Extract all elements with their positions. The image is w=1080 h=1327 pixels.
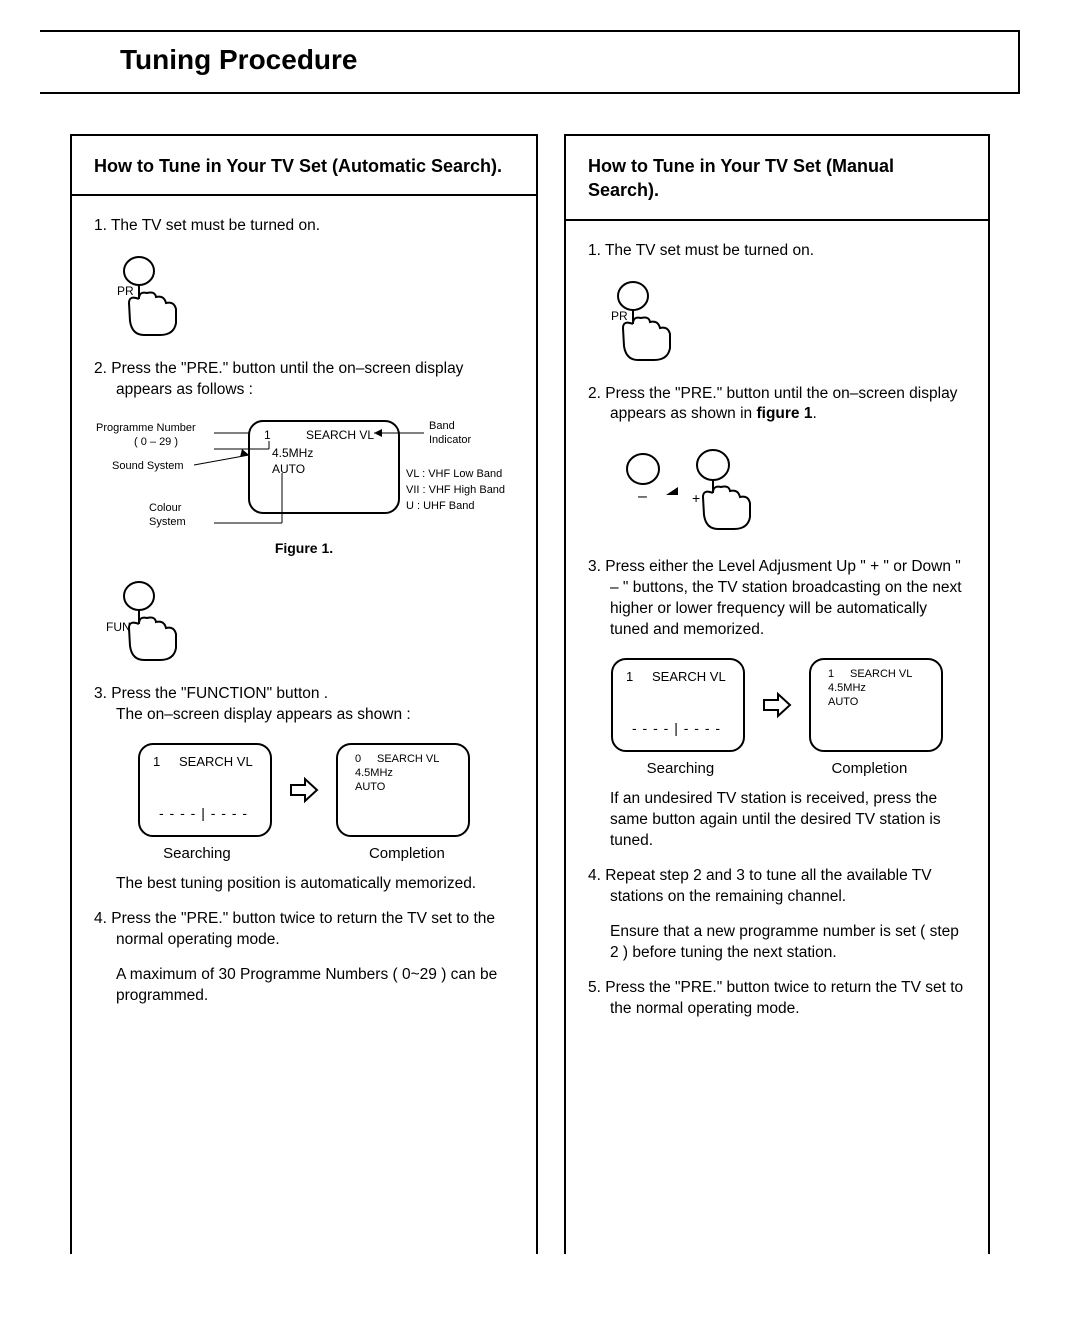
svg-text:–: –	[638, 488, 647, 505]
search-completion-screens: 1 SEARCH VL - - - - | - - - - 1 SEARCH V…	[588, 655, 966, 755]
arrow-right-icon	[289, 775, 319, 805]
step-5: 5. Press the "PRE." button twice to retu…	[588, 978, 966, 1020]
panel-heading: How to Tune in Your TV Set (Automatic Se…	[72, 136, 536, 188]
hand-button-icon: PR	[94, 251, 204, 341]
svg-text:VII : VHF High Band: VII : VHF High Band	[406, 484, 505, 496]
svg-text:SEARCH VL: SEARCH VL	[850, 668, 912, 680]
svg-text:Sound System: Sound System	[112, 460, 184, 472]
panel-heading: How to Tune in Your TV Set (Manual Searc…	[566, 136, 988, 213]
step-3-note: If an undesired TV station is received, …	[588, 789, 966, 852]
svg-text:1: 1	[828, 668, 834, 680]
step-1: 1. The TV set must be turned on.	[588, 241, 966, 262]
step-1: 1. The TV set must be turned on.	[94, 216, 514, 237]
osd-callout-diagram: 1 SEARCH VL 4.5MHz AUTO	[94, 415, 514, 535]
svg-text:4.5MHz: 4.5MHz	[828, 682, 866, 694]
svg-text:AUTO: AUTO	[272, 462, 305, 476]
svg-text:Indicator: Indicator	[429, 434, 472, 446]
plus-minus-buttons-figure: – +	[588, 439, 966, 539]
step-4-note: A maximum of 30 Programme Numbers ( 0~29…	[94, 965, 514, 1007]
button-label: PR	[117, 284, 134, 298]
manual-page: Tuning Procedure How to Tune in Your TV …	[0, 0, 1080, 1284]
step-3-line1: 3. Press the "FUNCTION" button .	[94, 685, 328, 702]
page-title: Tuning Procedure	[120, 44, 998, 76]
panel-automatic-search: How to Tune in Your TV Set (Automatic Se…	[70, 134, 538, 1254]
svg-text:1: 1	[264, 428, 271, 442]
step-4-note: Ensure that a new programme number is se…	[588, 922, 966, 964]
caption-completion: Completion	[831, 759, 907, 779]
svg-text:AUTO: AUTO	[355, 781, 386, 793]
hand-button-icon: FUN	[94, 576, 204, 666]
svg-text:SEARCH VL: SEARCH VL	[652, 669, 726, 684]
osd-completion: 0 SEARCH VL 4.5MHz AUTO	[333, 740, 473, 840]
svg-text:1: 1	[626, 669, 633, 684]
svg-text:Programme Number: Programme Number	[96, 422, 196, 434]
svg-text:4.5MHz: 4.5MHz	[272, 446, 313, 460]
step-3-note: The best tuning position is automaticall…	[94, 874, 514, 895]
figure-1: 1 SEARCH VL 4.5MHz AUTO	[94, 415, 514, 558]
osd-searching: 1 SEARCH VL - - - - | - - - -	[608, 655, 748, 755]
step-3: 3. Press the "FUNCTION" button . The on–…	[94, 684, 514, 726]
step-2: 2. Press the "PRE." button until the on–…	[588, 384, 966, 426]
step-4: 4. Press the "PRE." button twice to retu…	[94, 909, 514, 951]
svg-text:System: System	[149, 516, 186, 528]
hand-press-pr-figure: PR	[94, 251, 514, 341]
panel-body: 1. The TV set must be turned on. PR 2. P…	[566, 221, 988, 1044]
svg-text:SEARCH VL: SEARCH VL	[377, 753, 439, 765]
caption-completion: Completion	[369, 844, 445, 864]
panel-manual-search: How to Tune in Your TV Set (Manual Searc…	[564, 134, 990, 1254]
button-label: FUN	[106, 620, 131, 634]
svg-text:AUTO: AUTO	[828, 696, 859, 708]
osd-searching: 1 SEARCH VL - - - - | - - - -	[135, 740, 275, 840]
caption-searching: Searching	[163, 844, 231, 864]
svg-text:Colour: Colour	[149, 502, 182, 514]
two-column-layout: How to Tune in Your TV Set (Automatic Se…	[40, 134, 1020, 1254]
hand-button-icon: PR	[588, 276, 698, 366]
svg-text:0: 0	[355, 753, 361, 765]
hand-press-pr-figure: PR	[588, 276, 966, 366]
step-3: 3. Press either the Level Adjusment Up "…	[588, 557, 966, 641]
button-label: PR	[611, 309, 628, 323]
figure-caption: Figure 1.	[94, 539, 514, 558]
step-2-text: 2. Press the "PRE." button until the on–…	[588, 385, 957, 423]
svg-text:4.5MHz: 4.5MHz	[355, 767, 393, 779]
svg-text:- - - - | - - - -: - - - - | - - - -	[632, 720, 721, 736]
screen-captions: Searching Completion	[94, 844, 514, 864]
svg-text:+: +	[692, 490, 700, 506]
step-4: 4. Repeat step 2 and 3 to tune all the a…	[588, 866, 966, 908]
step-2: 2. Press the "PRE." button until the on–…	[94, 359, 514, 401]
arrow-right-icon	[762, 690, 792, 720]
svg-text:SEARCH VL: SEARCH VL	[179, 754, 253, 769]
hand-press-fun-figure: FUN	[94, 576, 514, 666]
plus-minus-icon: – +	[588, 439, 788, 539]
caption-searching: Searching	[647, 759, 715, 779]
svg-text:1: 1	[153, 754, 160, 769]
svg-text:SEARCH VL: SEARCH VL	[306, 428, 374, 442]
title-frame: Tuning Procedure	[40, 30, 1020, 94]
screen-captions: Searching Completion	[588, 759, 966, 779]
svg-text:- - - - | - - - -: - - - - | - - - -	[159, 805, 248, 821]
step-3-line2: The on–screen display appears as shown :	[116, 706, 411, 723]
svg-text:Band: Band	[429, 420, 455, 432]
svg-text:VL : VHF Low Band: VL : VHF Low Band	[406, 468, 502, 480]
search-completion-screens: 1 SEARCH VL - - - - | - - - - 0 SEARCH V…	[94, 740, 514, 840]
svg-text:( 0 – 29 ): ( 0 – 29 )	[134, 436, 178, 448]
osd-completion: 1 SEARCH VL 4.5MHz AUTO	[806, 655, 946, 755]
panel-body: 1. The TV set must be turned on. PR 2. P…	[72, 196, 536, 1030]
svg-text:U : UHF Band: U : UHF Band	[406, 500, 474, 512]
